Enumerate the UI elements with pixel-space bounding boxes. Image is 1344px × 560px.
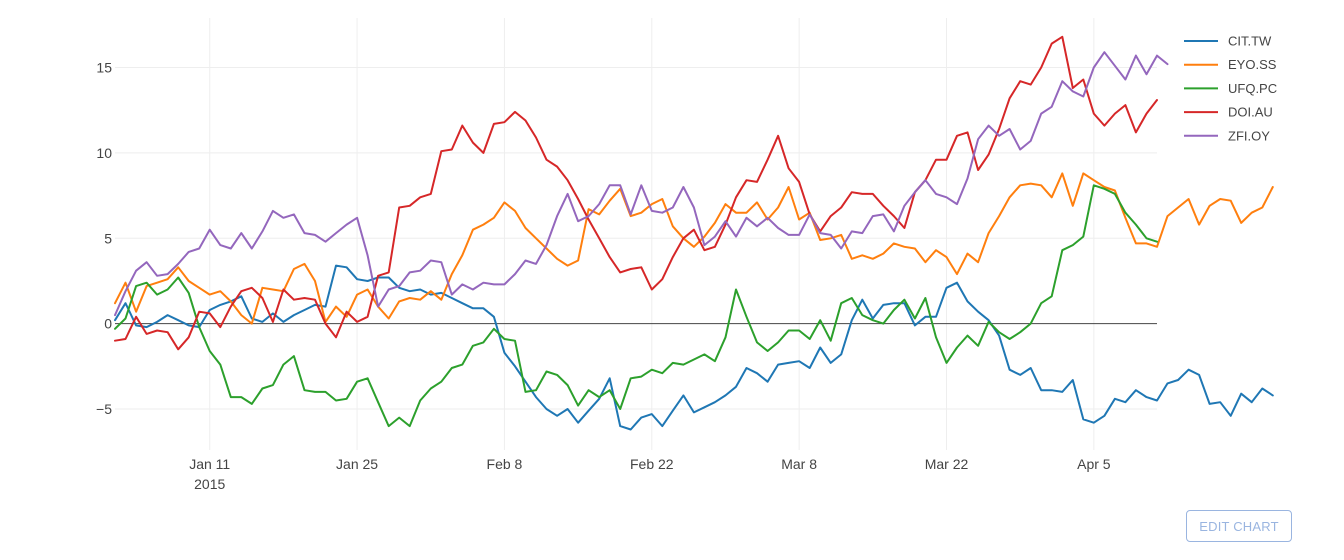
- legend-item[interactable]: UFQ.PC: [1184, 81, 1277, 96]
- x-tick-label: Mar 22: [925, 456, 969, 472]
- axis-ticks: Jan 11 2015 Jan 25 Feb 8 Feb 22 Mar 8 Mar 22 Ap…: [96, 60, 1111, 492]
- x-tick-label: Feb 8: [487, 456, 523, 472]
- x-tick-label: Jan 11: [189, 456, 230, 472]
- x-tick-sublabel: 2015: [194, 476, 225, 492]
- x-tick-label: Feb 22: [630, 456, 674, 472]
- y-tick-label: −5: [96, 401, 112, 417]
- series-line-zfi-oy[interactable]: [114, 51, 1169, 317]
- legend-item[interactable]: ZFI.OY: [1184, 128, 1270, 143]
- legend-label: DOI.AU: [1228, 105, 1273, 120]
- series-line-cit-tw[interactable]: [114, 264, 1274, 431]
- x-tick-label: Mar 8: [781, 456, 817, 472]
- legend-label: UFQ.PC: [1228, 81, 1277, 96]
- legend-label: EYO.SS: [1228, 57, 1277, 72]
- edit-chart-button[interactable]: EDIT CHART: [1186, 510, 1292, 542]
- x-tick-label: Apr 5: [1077, 456, 1111, 472]
- y-tick-label: 15: [96, 60, 112, 76]
- series-lines: [114, 35, 1274, 431]
- series-line-doi-au[interactable]: [114, 35, 1158, 351]
- y-tick-label: 5: [104, 230, 112, 246]
- y-tick-label: 10: [96, 145, 112, 161]
- legend[interactable]: CIT.TW EYO.SS UFQ.PC DOI.AU ZFI.OY: [1184, 34, 1277, 144]
- legend-item[interactable]: EYO.SS: [1184, 57, 1277, 72]
- legend-label: ZFI.OY: [1228, 128, 1270, 143]
- series-line-eyo-ss[interactable]: [114, 172, 1274, 325]
- y-tick-label: 0: [104, 316, 112, 332]
- legend-label: CIT.TW: [1228, 34, 1272, 49]
- legend-item[interactable]: CIT.TW: [1184, 34, 1272, 49]
- legend-item[interactable]: DOI.AU: [1184, 105, 1273, 120]
- series-line-ufq-pc[interactable]: [114, 184, 1158, 428]
- x-tick-label: Jan 25: [336, 456, 378, 472]
